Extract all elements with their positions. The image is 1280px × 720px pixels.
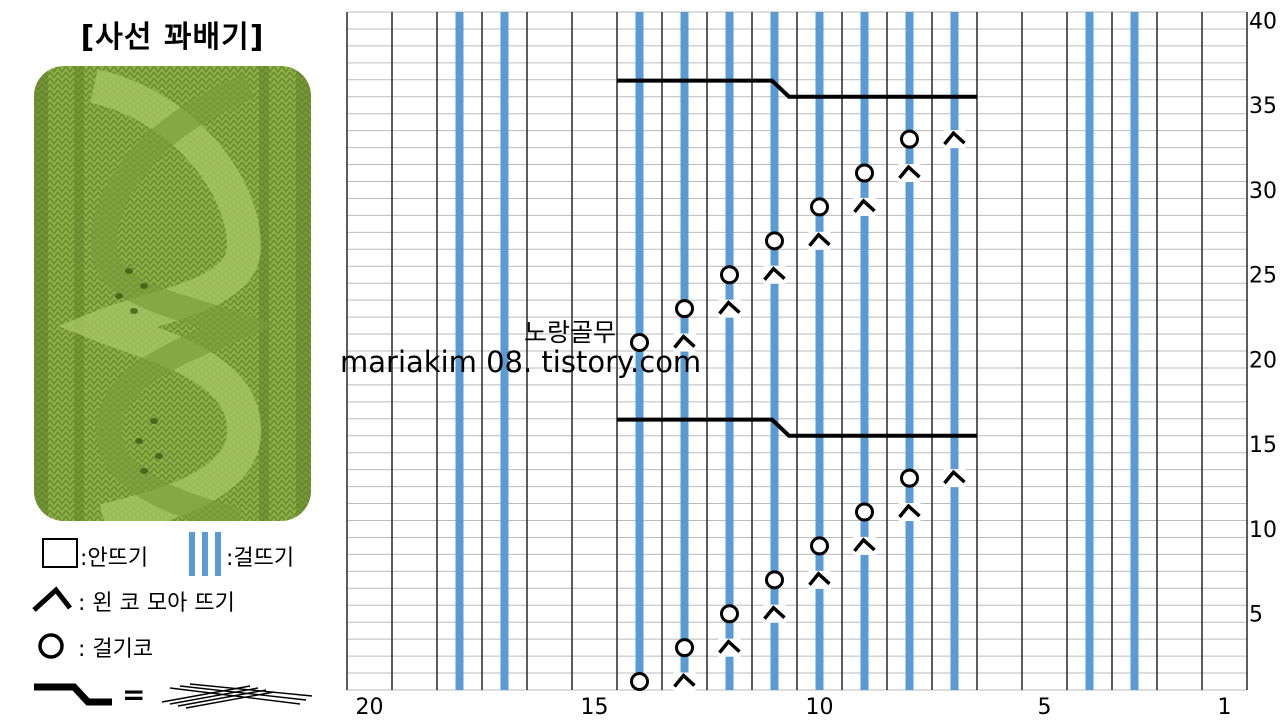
row-label: 40	[1249, 9, 1277, 34]
knit-column	[500, 12, 509, 690]
column-label: 15	[581, 695, 609, 720]
k2tog-stitch	[718, 300, 741, 315]
yo-stitch	[900, 129, 919, 149]
cable-crossing	[617, 417, 977, 438]
k2tog-stitch	[943, 130, 966, 146]
cable-symbol-icon	[34, 683, 112, 706]
knit-column	[950, 12, 959, 690]
knit-column	[860, 12, 869, 690]
k2tog-bg	[673, 333, 696, 352]
yo-stitch	[630, 672, 649, 692]
purl-symbol-icon	[42, 538, 78, 568]
k2tog-stitch	[898, 164, 921, 180]
watermark-url: mariakim 08. tistory.com	[340, 345, 702, 379]
k2tog-stitch	[763, 266, 786, 281]
row-label: 10	[1249, 518, 1277, 543]
k2tog-stitch	[718, 639, 741, 654]
k2tog-bg	[898, 503, 921, 522]
k2tog-bg	[808, 231, 831, 250]
knit-column	[770, 12, 779, 690]
purl-label: :안뜨기	[80, 546, 149, 571]
k2tog-bg	[898, 164, 921, 183]
yo-stitch	[765, 231, 784, 251]
k2tog-bg	[673, 672, 696, 691]
column-label: 10	[806, 695, 834, 720]
k2tog-bg	[763, 604, 786, 623]
row-label: 15	[1249, 433, 1277, 458]
knit-column	[815, 12, 824, 690]
knit-symbol-icon	[189, 532, 221, 576]
column-label: 5	[1038, 695, 1052, 720]
yo-stitch	[900, 468, 919, 488]
column-label: 20	[356, 695, 384, 720]
k2tog-bg	[943, 130, 966, 149]
k2tog-stitch	[943, 469, 966, 485]
column-label: 1	[1218, 695, 1232, 720]
yo-stitch	[630, 333, 649, 353]
row-label: 30	[1249, 179, 1277, 204]
k2tog-stitch	[673, 333, 696, 349]
yo-stitch	[720, 265, 739, 285]
cable-crossing	[617, 78, 977, 99]
knit-column	[455, 12, 464, 690]
knit-label: :걸뜨기	[226, 546, 295, 571]
yo-stitch	[855, 502, 874, 522]
knit-sample-photo	[34, 66, 311, 521]
yo-symbol-icon	[38, 633, 64, 659]
k2tog-stitch	[898, 503, 921, 519]
yo-stitch	[855, 163, 874, 183]
k2tog-stitch	[673, 672, 696, 688]
cable-twist-icon	[161, 683, 313, 709]
yo-stitch	[810, 536, 829, 556]
knit-column	[725, 12, 734, 690]
knit-photo-image	[34, 66, 311, 521]
row-label: 25	[1249, 264, 1277, 289]
k2tog-label: : 왼 코 모아 뜨기	[78, 591, 235, 616]
k2tog-stitch	[808, 571, 831, 586]
k2tog-stitch	[853, 537, 876, 553]
yo-stitch	[810, 197, 829, 217]
k2tog-stitch	[808, 232, 831, 247]
chart-title: [사선 꽈배기]	[80, 20, 265, 55]
row-label: 35	[1249, 94, 1277, 119]
k2tog-bg	[808, 570, 831, 589]
knit-column	[1085, 12, 1094, 690]
knit-column	[905, 12, 914, 690]
k2tog-bg	[853, 536, 876, 555]
cable-equals: =	[122, 678, 146, 711]
k2tog-stitch	[763, 605, 786, 620]
k2tog-bg	[943, 469, 966, 488]
row-label: 5	[1249, 603, 1263, 628]
knit-column	[1130, 12, 1139, 690]
yo-label: : 걸기코	[78, 637, 154, 662]
yo-stitch	[765, 570, 784, 590]
legend-symbols	[32, 532, 313, 709]
yo-stitch	[720, 604, 739, 624]
k2tog-bg	[853, 197, 876, 216]
yo-stitch	[675, 299, 694, 319]
watermark-name: 노랑골무	[524, 318, 617, 347]
k2tog-symbol-icon	[32, 586, 72, 612]
k2tog-bg	[718, 638, 741, 657]
yo-stitch	[675, 638, 694, 658]
k2tog-bg	[763, 265, 786, 284]
k2tog-bg	[718, 299, 741, 318]
row-label: 20	[1249, 348, 1277, 373]
k2tog-stitch	[853, 198, 876, 214]
